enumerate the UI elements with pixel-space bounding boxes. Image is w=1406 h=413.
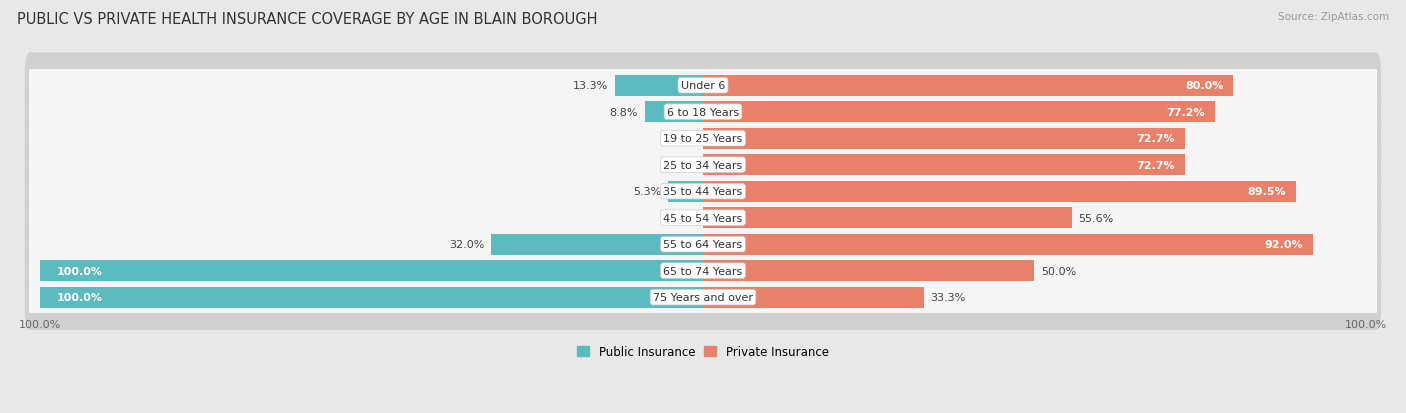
Text: 0.0%: 0.0%	[661, 134, 690, 144]
FancyBboxPatch shape	[30, 220, 1376, 269]
Text: Source: ZipAtlas.com: Source: ZipAtlas.com	[1278, 12, 1389, 22]
Text: 6 to 18 Years: 6 to 18 Years	[666, 107, 740, 117]
Bar	[41, 261, 703, 281]
Bar	[703, 128, 1185, 149]
Bar	[703, 76, 1233, 96]
Text: 72.7%: 72.7%	[1136, 160, 1175, 170]
Text: Under 6: Under 6	[681, 81, 725, 91]
Bar	[703, 208, 1071, 228]
Text: 25 to 34 Years: 25 to 34 Years	[664, 160, 742, 170]
Bar	[645, 102, 703, 123]
Text: 77.2%: 77.2%	[1166, 107, 1205, 117]
Text: 89.5%: 89.5%	[1247, 187, 1286, 197]
FancyBboxPatch shape	[25, 265, 1381, 330]
Bar	[703, 261, 1035, 281]
FancyBboxPatch shape	[30, 247, 1376, 295]
Bar	[703, 287, 924, 308]
FancyBboxPatch shape	[30, 273, 1376, 322]
FancyBboxPatch shape	[30, 167, 1376, 216]
FancyBboxPatch shape	[25, 238, 1381, 304]
Text: 33.3%: 33.3%	[931, 292, 966, 302]
Text: 32.0%: 32.0%	[449, 240, 484, 249]
FancyBboxPatch shape	[30, 114, 1376, 163]
Text: 72.7%: 72.7%	[1136, 134, 1175, 144]
Text: 100.0%: 100.0%	[56, 292, 103, 302]
Legend: Public Insurance, Private Insurance: Public Insurance, Private Insurance	[575, 343, 831, 361]
Bar	[491, 234, 703, 255]
FancyBboxPatch shape	[30, 141, 1376, 190]
Text: 92.0%: 92.0%	[1264, 240, 1303, 249]
Bar	[703, 181, 1296, 202]
FancyBboxPatch shape	[30, 194, 1376, 242]
Bar	[703, 155, 1185, 176]
FancyBboxPatch shape	[25, 212, 1381, 278]
Text: 5.3%: 5.3%	[633, 187, 661, 197]
Text: 19 to 25 Years: 19 to 25 Years	[664, 134, 742, 144]
Text: 0.0%: 0.0%	[661, 213, 690, 223]
FancyBboxPatch shape	[30, 88, 1376, 137]
Text: 0.0%: 0.0%	[661, 160, 690, 170]
FancyBboxPatch shape	[25, 185, 1381, 251]
Bar	[614, 76, 703, 96]
Bar	[41, 287, 703, 308]
Text: 80.0%: 80.0%	[1185, 81, 1223, 91]
Text: 100.0%: 100.0%	[56, 266, 103, 276]
Text: 65 to 74 Years: 65 to 74 Years	[664, 266, 742, 276]
Text: 55 to 64 Years: 55 to 64 Years	[664, 240, 742, 249]
Text: 50.0%: 50.0%	[1040, 266, 1077, 276]
Bar	[703, 102, 1215, 123]
FancyBboxPatch shape	[25, 80, 1381, 145]
Text: 8.8%: 8.8%	[610, 107, 638, 117]
Text: 55.6%: 55.6%	[1078, 213, 1114, 223]
Text: 75 Years and over: 75 Years and over	[652, 292, 754, 302]
Text: 45 to 54 Years: 45 to 54 Years	[664, 213, 742, 223]
FancyBboxPatch shape	[25, 53, 1381, 119]
FancyBboxPatch shape	[25, 159, 1381, 225]
Bar	[668, 181, 703, 202]
Text: 13.3%: 13.3%	[574, 81, 609, 91]
Text: 35 to 44 Years: 35 to 44 Years	[664, 187, 742, 197]
Text: PUBLIC VS PRIVATE HEALTH INSURANCE COVERAGE BY AGE IN BLAIN BOROUGH: PUBLIC VS PRIVATE HEALTH INSURANCE COVER…	[17, 12, 598, 27]
FancyBboxPatch shape	[25, 133, 1381, 198]
FancyBboxPatch shape	[30, 62, 1376, 110]
Bar	[703, 234, 1313, 255]
FancyBboxPatch shape	[25, 106, 1381, 172]
